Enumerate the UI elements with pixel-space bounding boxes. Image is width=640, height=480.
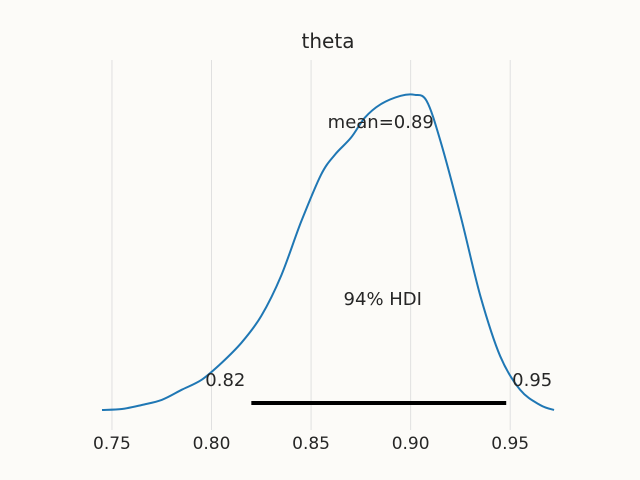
hdi-low-label: 0.82	[205, 370, 245, 391]
density-curve	[101, 93, 555, 411]
hdi-high-label: 0.95	[512, 370, 552, 391]
x-tick-label: 0.90	[392, 434, 430, 454]
hdi-label: 94% HDI	[344, 289, 422, 310]
x-tick-label: 0.95	[491, 434, 529, 454]
x-tick-label: 0.80	[193, 434, 231, 454]
x-axis-ticks: 0.75 0.80 0.85 0.90 0.95	[93, 434, 529, 454]
chart-title: theta	[302, 29, 355, 53]
x-tick-label: 0.85	[292, 434, 330, 454]
x-tick-label: 0.75	[93, 434, 131, 454]
gridlines	[111, 60, 511, 430]
mean-label: mean=0.89	[328, 112, 434, 133]
